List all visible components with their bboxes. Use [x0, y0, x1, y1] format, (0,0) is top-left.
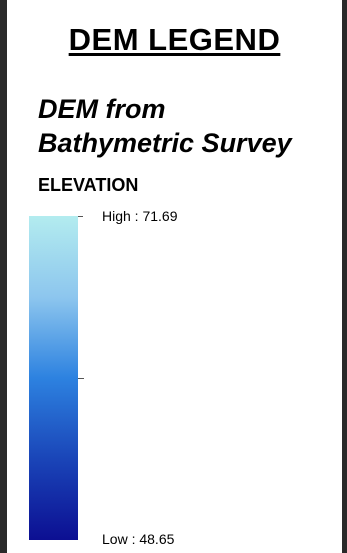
ramp-tick-mid	[78, 378, 84, 379]
layer-name-line-1: DEM from	[38, 94, 166, 124]
ramp-tick-high	[78, 216, 83, 217]
elevation-color-ramp	[29, 216, 78, 540]
field-name: ELEVATION	[38, 175, 139, 195]
high-value-label: High : 71.69	[102, 208, 178, 224]
layer-name-line-2: Bathymetric Survey	[38, 128, 292, 158]
low-value-label: Low : 48.65	[102, 531, 175, 547]
layer-name: DEM from Bathymetric Survey	[38, 92, 347, 160]
legend-title: DEM LEGEND	[68, 22, 281, 57]
